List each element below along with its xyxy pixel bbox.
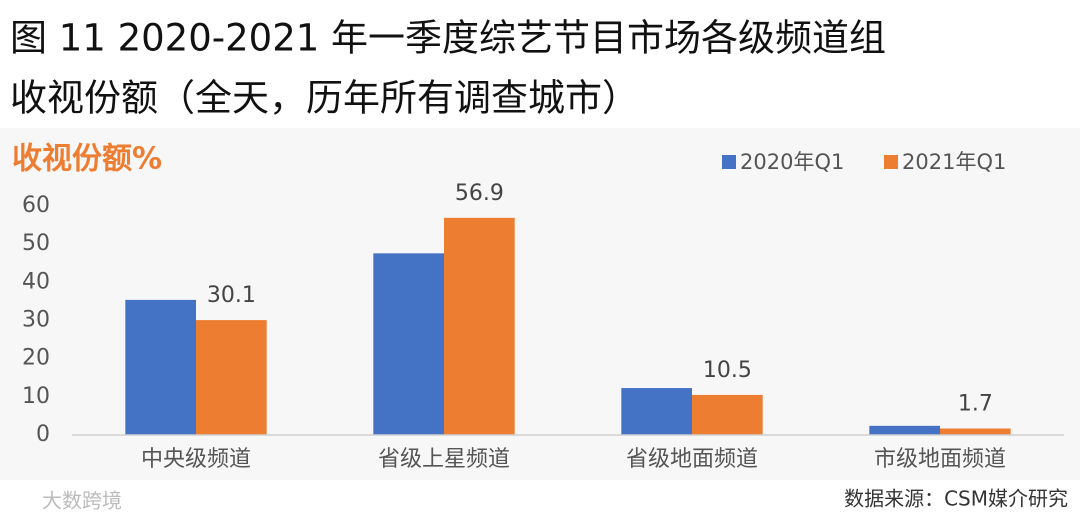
bar — [869, 425, 940, 435]
legend-swatch — [884, 155, 898, 169]
y-tick-label: 20 — [22, 346, 50, 371]
x-tick-label: 省级上星频道 — [378, 447, 510, 472]
chart-title: 图 11 2020-2021 年一季度综艺节目市场各级频道组 — [10, 17, 886, 60]
x-tick-label: 市级地面频道 — [874, 447, 1006, 472]
value-label: 1.7 — [958, 392, 993, 417]
bar — [125, 299, 196, 435]
bar — [444, 217, 515, 435]
watermark: 大数跨境 — [42, 489, 122, 513]
y-tick-label: 60 — [22, 193, 50, 218]
y-tick-label: 40 — [22, 269, 50, 294]
legend-label: 2020年Q1 — [740, 150, 844, 174]
value-label: 56.9 — [455, 181, 504, 206]
chart-subtitle: 收视份额（全天，历年所有调查城市） — [10, 77, 639, 120]
bar — [196, 320, 267, 435]
legend-label: 2021年Q1 — [902, 150, 1006, 174]
bar — [692, 394, 763, 435]
x-tick-label: 省级地面频道 — [626, 447, 758, 472]
value-label: 10.5 — [703, 358, 752, 383]
bar — [373, 253, 444, 435]
y-tick-label: 10 — [22, 384, 50, 409]
bar — [621, 388, 692, 435]
bar — [940, 428, 1011, 435]
y-axis-label: 收视份额% — [12, 142, 162, 177]
y-tick-label: 0 — [36, 422, 50, 447]
x-tick-label: 中央级频道 — [141, 447, 251, 472]
source-note: 数据来源：CSM媒介研究 — [844, 487, 1068, 511]
legend-swatch — [722, 155, 736, 169]
value-label: 30.1 — [207, 283, 256, 308]
y-tick-label: 30 — [22, 308, 50, 333]
y-tick-label: 50 — [22, 231, 50, 256]
